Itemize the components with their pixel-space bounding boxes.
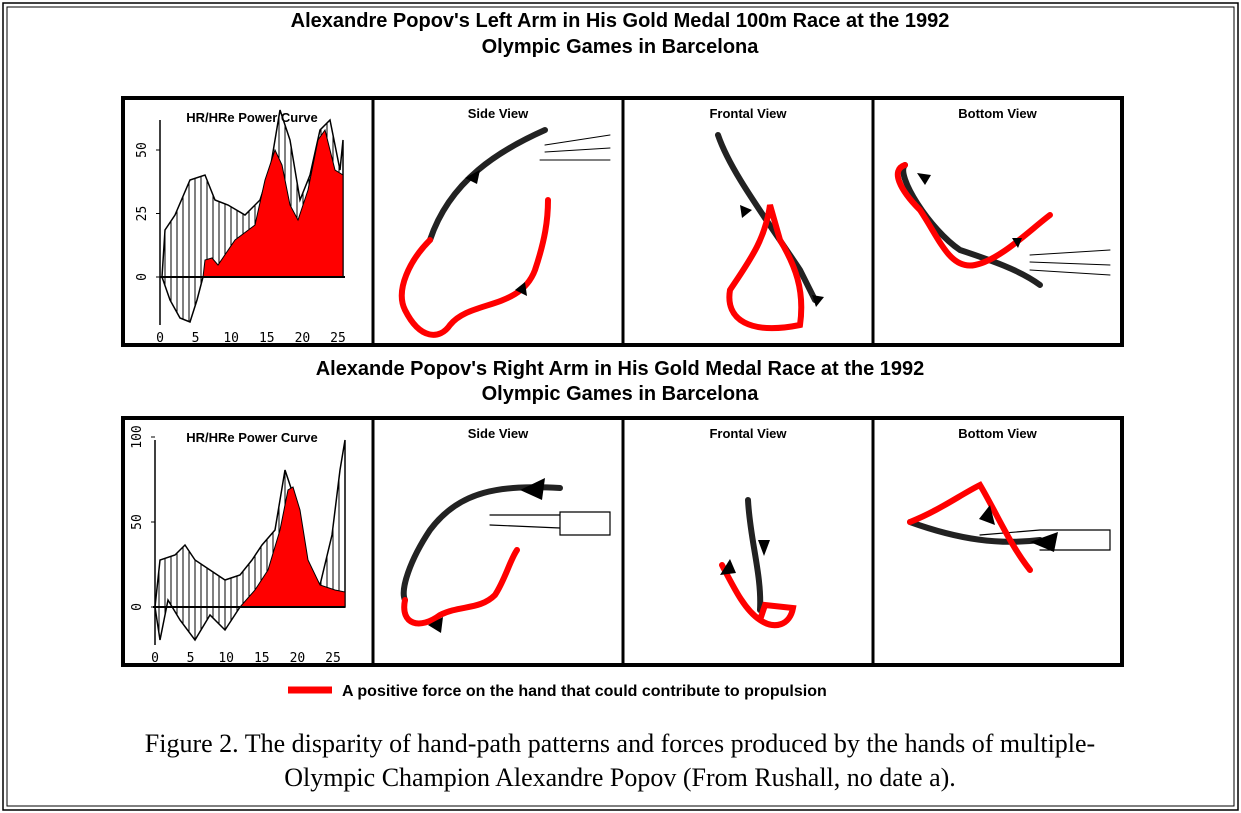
view-title: Bottom View xyxy=(958,426,1037,441)
x-tick-label: 15 xyxy=(254,651,270,666)
view-title: Bottom View xyxy=(958,106,1037,121)
view-title: Frontal View xyxy=(709,106,787,121)
power-curve-drawing xyxy=(160,110,345,325)
y-tick-label: 50 xyxy=(135,142,150,158)
x-tick-label: 10 xyxy=(218,651,234,666)
panel-title: Alexande Popov's Right Arm in His Gold M… xyxy=(316,358,925,380)
x-tick-label: 0 xyxy=(156,331,164,346)
x-tick-label: 20 xyxy=(290,651,306,666)
caption: Olympic Champion Alexandre Popov (From R… xyxy=(284,763,956,792)
x-tick-label: 5 xyxy=(192,331,200,346)
power-curve-title: HR/HRe Power Curve xyxy=(186,430,317,445)
x-tick-label: 20 xyxy=(295,331,311,346)
panel-title: Olympic Games in Barcelona xyxy=(482,383,760,405)
caption: Figure 2. The disparity of hand-path pat… xyxy=(145,729,1095,758)
figure: Alexandre Popov's Left Arm in His Gold M… xyxy=(0,0,1241,813)
legend-label: A positive force on the hand that could … xyxy=(342,683,827,700)
x-tick-label: 15 xyxy=(259,331,275,346)
view-title: Side View xyxy=(468,106,529,121)
y-tick-label: 0 xyxy=(135,273,150,281)
y-tick-label: 0 xyxy=(130,603,145,611)
y-tick-label: 50 xyxy=(130,514,145,530)
panel-title: Olympic Games in Barcelona xyxy=(482,36,760,58)
view-title: Frontal View xyxy=(709,426,787,441)
power-curve-drawing xyxy=(153,440,345,645)
x-tick-label: 10 xyxy=(223,331,239,346)
x-tick-label: 0 xyxy=(151,651,159,666)
hand-paths xyxy=(404,485,1110,625)
x-tick-label: 25 xyxy=(330,331,346,346)
x-tick-label: 5 xyxy=(187,651,195,666)
panel-title: Alexandre Popov's Left Arm in His Gold M… xyxy=(291,10,950,32)
y-tick-label: 25 xyxy=(135,206,150,222)
x-tick-label: 25 xyxy=(325,651,341,666)
y-tick-label: 100 xyxy=(130,425,145,448)
hand-paths xyxy=(402,130,1110,335)
power-curve-title: HR/HRe Power Curve xyxy=(186,110,317,125)
view-title: Side View xyxy=(468,426,529,441)
